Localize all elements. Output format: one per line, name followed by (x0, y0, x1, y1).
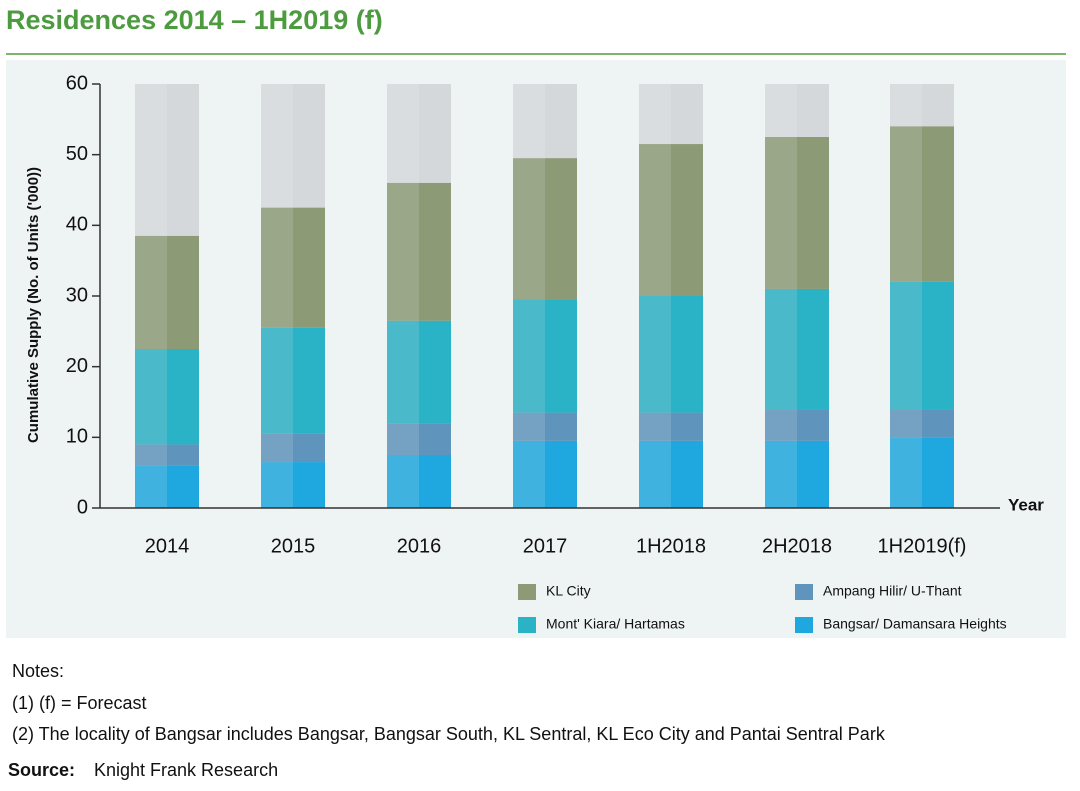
bar-segment (261, 462, 325, 508)
y-tick-label: 10 (66, 426, 88, 448)
bar-segment (261, 207, 325, 328)
x-tick-label: 1H2018 (636, 535, 706, 557)
notes-heading: Notes: (12, 661, 64, 681)
y-axis-label: Cumulative Supply (No. of Units ('000)) (25, 167, 42, 443)
x-tick-label: 2H2018 (762, 535, 832, 557)
bar-segment (765, 137, 829, 289)
bar-segment (639, 144, 703, 296)
x-tick-label: 2016 (397, 535, 442, 557)
bar-segment (765, 288, 829, 410)
x-tick-label: 2015 (271, 535, 316, 557)
bar-segment (387, 423, 451, 455)
bar-segment (890, 281, 954, 410)
bar-segment (890, 437, 954, 508)
legend-swatch (518, 617, 536, 633)
bar-segment (261, 327, 325, 434)
bar-segment (135, 235, 199, 349)
bar-segment (135, 444, 199, 466)
x-tick-label: 2014 (145, 535, 190, 557)
bar-segment (513, 299, 577, 413)
y-tick-label: 30 (66, 284, 88, 306)
bar-segment (135, 465, 199, 508)
x-axis-label: Year (1008, 495, 1044, 514)
bar-segment (765, 440, 829, 508)
y-tick-label: 40 (66, 214, 88, 236)
bar-segment (513, 158, 577, 300)
bar-segment (765, 409, 829, 441)
legend-swatch (518, 584, 536, 600)
x-tick-label: 1H2019(f) (878, 535, 967, 557)
legend-swatch (795, 617, 813, 633)
bar-segment (387, 320, 451, 424)
bar-segment (261, 433, 325, 463)
legend-swatch (795, 584, 813, 600)
y-tick-label: 20 (66, 355, 88, 377)
bar-segment (639, 412, 703, 441)
legend-label: Mont' Kiara/ Hartamas (546, 616, 685, 632)
bar-segment (890, 126, 954, 282)
bar-segment (513, 440, 577, 508)
note: (1) (f) = Forecast (12, 693, 147, 713)
y-tick-label: 50 (66, 143, 88, 165)
legend-label: Ampang Hilir/ U-Thant (823, 583, 962, 599)
bar-segment (513, 412, 577, 441)
y-tick-label: 60 (66, 72, 88, 94)
chart-title: Residences 2014 – 1H2019 (f) (6, 5, 383, 35)
legend-label: Bangsar/ Damansara Heights (823, 616, 1007, 632)
title-rule (6, 53, 1066, 55)
bar-segment (135, 349, 199, 445)
legend-label: KL City (546, 583, 591, 599)
bar-segment (387, 455, 451, 508)
note: (2) The locality of Bangsar includes Ban… (12, 724, 886, 744)
y-tick-label: 0 (77, 496, 88, 518)
bar-segment (890, 409, 954, 438)
bar-segment (639, 296, 703, 413)
bar-segment (387, 182, 451, 321)
source-text: Knight Frank Research (94, 760, 278, 780)
bar-segment (639, 440, 703, 508)
x-tick-label: 2017 (523, 535, 568, 557)
source-label: Source: (8, 760, 75, 780)
